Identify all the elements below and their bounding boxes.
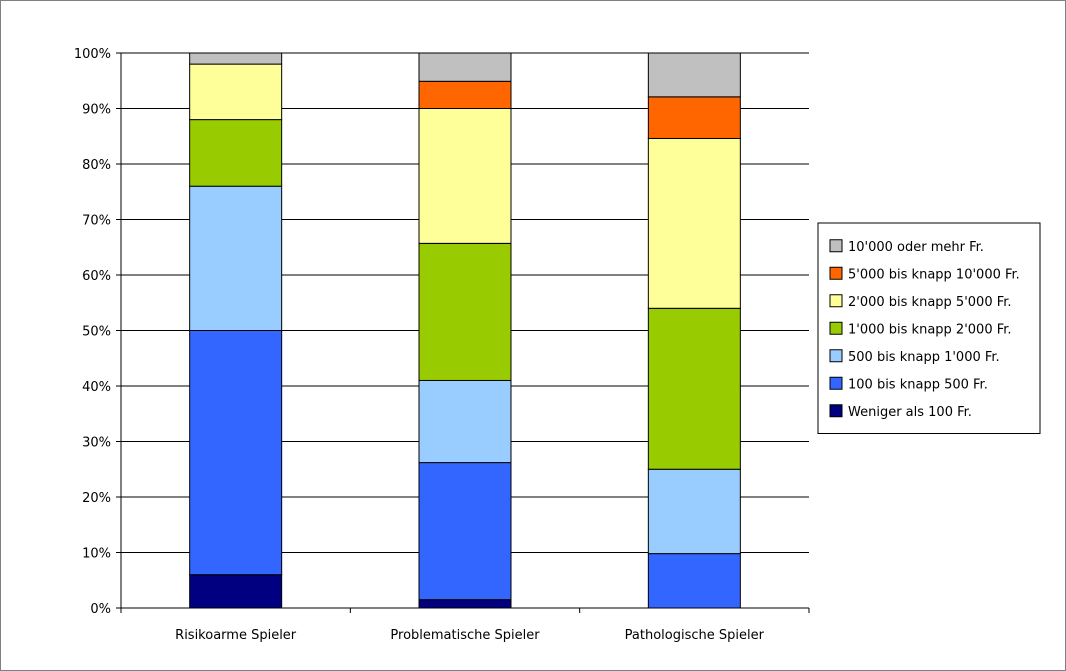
bar-segment xyxy=(647,468,741,555)
bar-segment xyxy=(189,574,283,609)
bar-segment xyxy=(647,96,741,139)
legend-swatch xyxy=(829,321,843,335)
legend-label: 1'000 bis knapp 2'000 Fr. xyxy=(848,322,1012,337)
y-tick-label: 20% xyxy=(82,491,111,506)
bar-segment xyxy=(189,330,283,576)
legend-label: 10'000 oder mehr Fr. xyxy=(848,240,984,255)
y-tick-label: 0% xyxy=(90,602,111,617)
bar-segment xyxy=(189,119,283,187)
bar-segment xyxy=(189,52,283,65)
x-category-label: Risikoarme Spieler xyxy=(175,628,297,643)
legend-label: Weniger als 100 Fr. xyxy=(848,405,972,420)
bar-segment xyxy=(189,63,283,121)
y-tick-label: 30% xyxy=(82,436,111,451)
bar-segment xyxy=(418,108,512,244)
y-tick-label: 100% xyxy=(74,47,111,62)
bar-segment xyxy=(189,185,283,331)
legend-swatch xyxy=(829,404,843,418)
y-tick-label: 70% xyxy=(82,214,111,229)
y-tick-label: 50% xyxy=(82,325,111,340)
legend-swatch xyxy=(829,294,843,308)
bar-stacks xyxy=(189,52,741,609)
bar-segment xyxy=(418,242,512,381)
bar-segment xyxy=(647,307,741,470)
bar-segment xyxy=(418,52,512,82)
bar-segment xyxy=(647,52,741,98)
bar-segment xyxy=(647,553,741,609)
bar-segment xyxy=(418,462,512,601)
bar-segment xyxy=(418,379,512,464)
legend-box xyxy=(817,222,1041,434)
y-tick-label: 40% xyxy=(82,380,111,395)
bar-segment xyxy=(418,599,512,609)
bar-segment xyxy=(647,137,741,309)
legend-swatch xyxy=(829,349,843,363)
legend-label: 100 bis knapp 500 Fr. xyxy=(848,377,988,392)
x-category-label: Pathologische Spieler xyxy=(625,628,765,643)
legend-swatch xyxy=(829,266,843,280)
x-axis-categories: Risikoarme Spieler Problematische Spieler… xyxy=(175,628,764,643)
bar-segment xyxy=(418,80,512,109)
legend-swatch xyxy=(829,376,843,390)
legend-label: 500 bis knapp 1'000 Fr. xyxy=(848,350,1000,365)
legend-label: 5'000 bis knapp 10'000 Fr. xyxy=(848,267,1020,282)
y-axis-ticks: 0% 10% 20% 30% 40% 50% 60% 70% 80% 90% 100% xyxy=(74,47,121,617)
y-tick-label: 90% xyxy=(82,103,111,118)
legend: 10'000 oder mehr Fr. 5'000 bis knapp 10'0… xyxy=(817,222,1041,434)
y-tick-label: 60% xyxy=(82,269,111,284)
y-tick-label: 80% xyxy=(82,158,111,173)
x-category-label: Problematische Spieler xyxy=(390,628,540,643)
legend-swatch xyxy=(829,239,843,253)
legend-label: 2'000 bis knapp 5'000 Fr. xyxy=(848,295,1012,310)
y-tick-label: 10% xyxy=(82,547,111,562)
